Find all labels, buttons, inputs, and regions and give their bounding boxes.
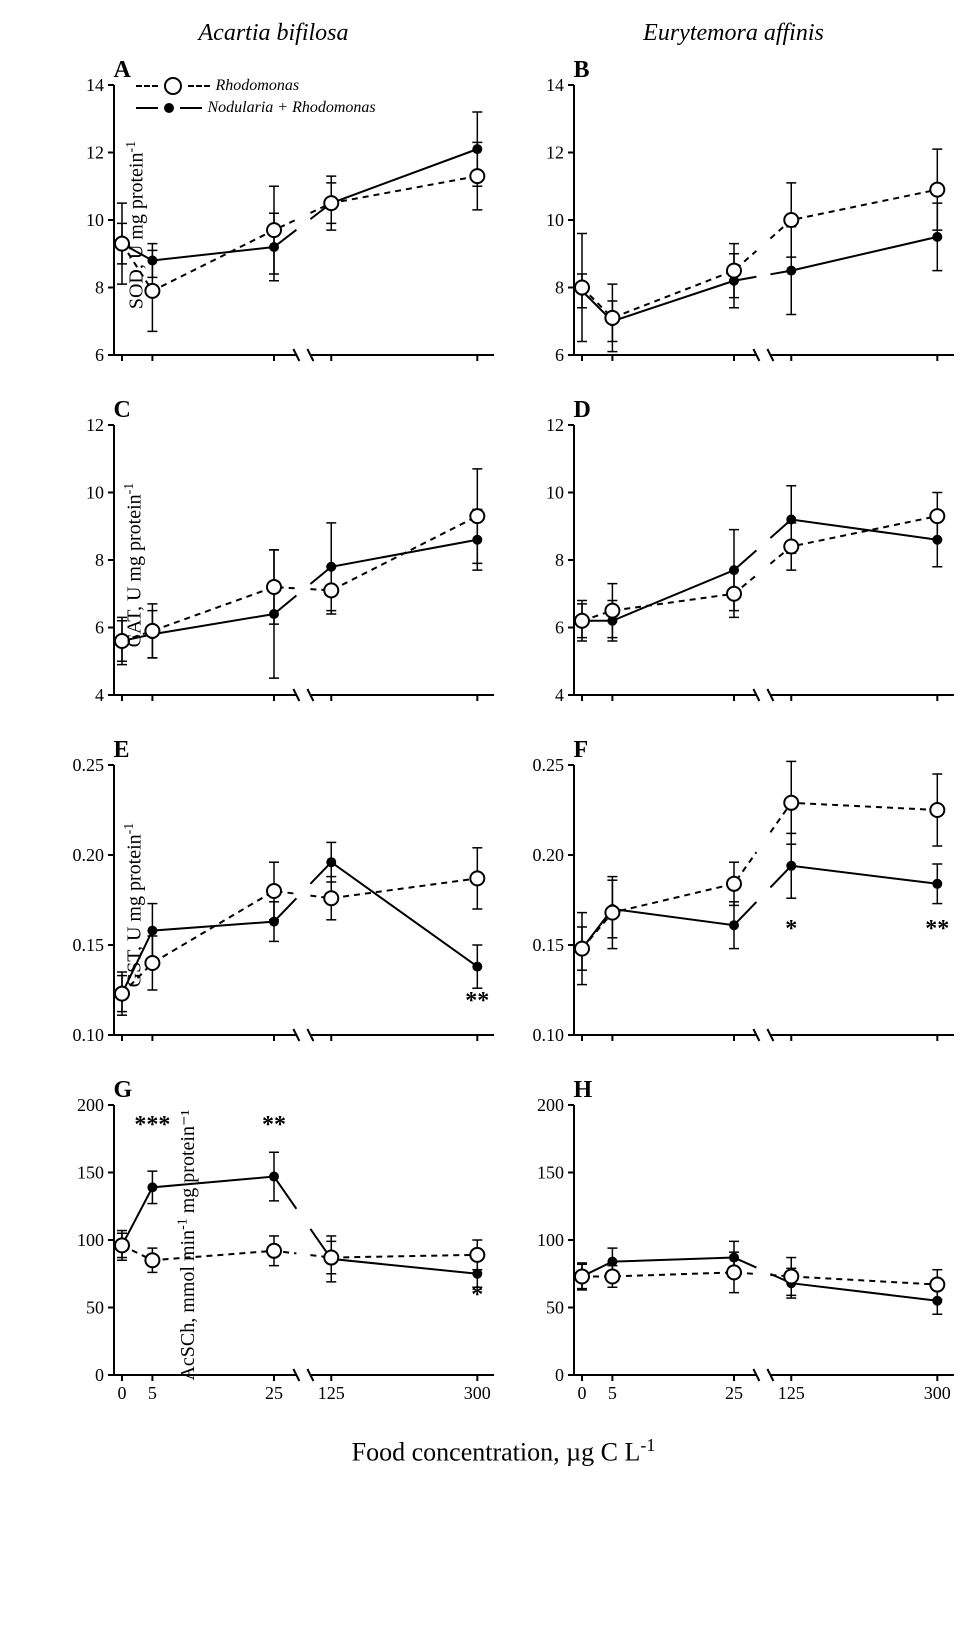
panel-A: 6 8 10 12 14 A SOD, U mg protein-1 Rhodomonas No… [44,55,504,395]
svg-text:125: 125 [317,1383,344,1403]
svg-text:10: 10 [546,483,564,503]
panel-B: 6 8 10 12 14 B [504,55,964,395]
svg-text:300: 300 [463,1383,490,1403]
svg-text:8: 8 [555,550,564,570]
svg-text:**: ** [925,916,949,942]
svg-text:6: 6 [555,618,564,638]
svg-text:300: 300 [923,1383,950,1403]
svg-text:25: 25 [265,1383,283,1403]
closed-circle-icon [164,103,174,113]
svg-text:0: 0 [95,1365,104,1385]
svg-text:150: 150 [537,1163,564,1183]
panel-F: 0.100.150.200.25***F [504,735,964,1075]
panel-H: 0 50 100 150 200 0 5 25 125 300 H [504,1075,964,1415]
svg-text:10: 10 [546,210,564,230]
panel-letter: B [574,57,590,84]
svg-text:*: * [785,916,797,942]
legend-row-nod: Nodularia + Rhodomonas [136,99,376,117]
svg-text:12: 12 [546,143,564,163]
panel-letter: G [114,1077,133,1104]
svg-text:0.15: 0.15 [532,935,564,955]
svg-text:100: 100 [77,1230,104,1250]
svg-text:0.25: 0.25 [532,755,564,775]
svg-text:14: 14 [86,75,104,95]
panel-letter: A [114,57,131,84]
svg-text:4: 4 [555,685,564,705]
legend-row-rhod: Rhodomonas [136,77,376,95]
x-axis-label: Food concentration, µg C L-1 [44,1415,964,1468]
col-title-right: Eurytemora affinis [504,20,964,55]
svg-text:0: 0 [577,1383,586,1403]
svg-text:12: 12 [86,415,104,435]
svg-text:8: 8 [95,278,104,298]
svg-text:4: 4 [95,685,104,705]
svg-text:6: 6 [95,618,104,638]
svg-text:**: ** [465,988,489,1014]
svg-text:150: 150 [77,1163,104,1183]
panel-letter: H [574,1077,593,1104]
svg-text:6: 6 [95,345,104,365]
panel-letter: E [114,737,130,764]
panel-letter: C [114,397,131,424]
svg-text:0.15: 0.15 [72,935,104,955]
y-axis-label: SOD, U mg protein-1 [123,141,148,309]
panel-letter: F [574,737,589,764]
panel-C: 4 6 8 10 12 C CAT, U mg protein-1 [44,395,504,735]
svg-text:12: 12 [546,415,564,435]
svg-text:0.20: 0.20 [72,845,104,865]
panel-letter: D [574,397,591,424]
col-title-left: Acartia bifilosa [44,20,504,55]
svg-text:8: 8 [95,550,104,570]
y-axis-label: AcSCh, mmol min-1 mg protein⁻¹ [175,1109,200,1380]
svg-text:200: 200 [537,1095,564,1115]
svg-text:10: 10 [86,483,104,503]
svg-text:100: 100 [537,1230,564,1250]
svg-text:50: 50 [86,1298,104,1318]
svg-text:14: 14 [546,75,564,95]
svg-text:***: *** [134,1112,170,1138]
y-axis-label: CAT, U mg protein-1 [121,483,146,648]
svg-text:0.10: 0.10 [532,1025,564,1045]
svg-text:0: 0 [555,1365,564,1385]
svg-text:**: ** [262,1112,286,1138]
figure-grid: Acartia bifilosa Eurytemora affinis 6 8 10… [44,20,964,1468]
svg-text:0.20: 0.20 [532,845,564,865]
svg-text:*: * [471,1282,483,1308]
svg-text:6: 6 [555,345,564,365]
svg-text:200: 200 [77,1095,104,1115]
svg-text:125: 125 [777,1383,804,1403]
svg-text:8: 8 [555,278,564,298]
svg-text:25: 25 [725,1383,743,1403]
svg-text:5: 5 [147,1383,156,1403]
svg-text:0.25: 0.25 [72,755,104,775]
svg-text:10: 10 [86,210,104,230]
svg-text:0: 0 [117,1383,126,1403]
legend: Rhodomonas Nodularia + Rhodomonas [136,77,376,121]
svg-text:0.10: 0.10 [72,1025,104,1045]
panel-G: 0501001502000525125300******GAcSCh, mmol… [44,1075,504,1415]
y-axis-label: GST, U mg protein-1 [121,823,146,988]
svg-text:5: 5 [607,1383,616,1403]
svg-text:12: 12 [86,143,104,163]
open-circle-icon [164,77,182,95]
panel-E: 0.10 0.15 0.20 0.25 ** E GST, U mg protein-1 [44,735,504,1075]
svg-text:50: 50 [546,1298,564,1318]
panel-D: 4 6 8 10 12 D [504,395,964,735]
